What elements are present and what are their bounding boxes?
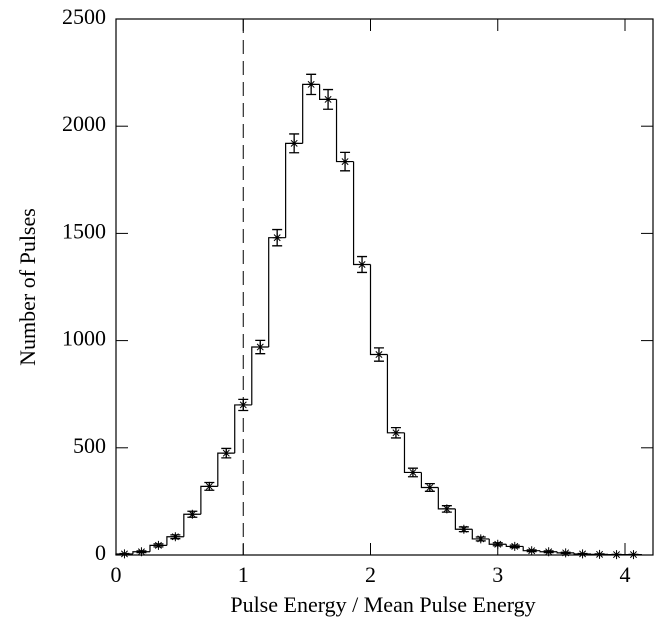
data-point — [136, 547, 146, 557]
data-point — [408, 467, 418, 477]
data-point — [170, 532, 180, 542]
data-point — [578, 549, 588, 559]
data-point — [442, 504, 452, 514]
x-tick-label: 0 — [111, 562, 122, 587]
x-tick-label: 2 — [365, 562, 376, 587]
y-tick-label: 0 — [95, 540, 106, 565]
data-point — [323, 94, 333, 104]
data-point — [459, 524, 469, 534]
data-point — [561, 548, 571, 558]
histogram-step — [251, 346, 269, 405]
data-point — [391, 428, 401, 438]
y-tick-label: 1500 — [62, 218, 106, 243]
y-tick-label: 1000 — [62, 326, 106, 351]
histogram-step — [352, 161, 371, 266]
histogram-step — [369, 264, 388, 356]
data-point — [204, 481, 214, 491]
data-point — [527, 546, 537, 556]
data-point — [357, 259, 367, 269]
data-point — [476, 534, 486, 544]
data-point — [255, 342, 265, 352]
plot-frame — [115, 18, 654, 556]
y-axis-label: Number of Pulses — [15, 208, 40, 366]
data-point — [628, 550, 638, 560]
data-point — [544, 547, 554, 557]
data-point — [306, 79, 316, 89]
y-tick-label: 2000 — [62, 111, 106, 136]
data-point — [612, 550, 622, 560]
data-point — [493, 539, 503, 549]
histogram-step — [386, 354, 405, 434]
data-point — [340, 157, 350, 167]
histogram-step — [268, 237, 286, 348]
x-tick-label: 3 — [492, 562, 503, 587]
x-tick-label: 4 — [620, 562, 631, 587]
y-tick-label: 500 — [73, 433, 106, 458]
data-point — [119, 549, 129, 559]
data-point — [289, 138, 299, 148]
x-axis-label: Pulse Energy / Mean Pulse Energy — [230, 592, 535, 617]
data-point — [221, 448, 231, 458]
data-point — [187, 509, 197, 519]
data-point — [153, 540, 163, 550]
histogram-step — [403, 432, 422, 474]
y-tick-label: 2500 — [62, 4, 106, 29]
data-point — [238, 400, 248, 410]
data-point — [595, 549, 605, 559]
data-point — [510, 541, 520, 551]
histogram-step — [285, 142, 303, 238]
data-point — [272, 233, 282, 243]
data-point — [425, 482, 435, 492]
data-point — [374, 350, 384, 360]
x-tick-label: 1 — [238, 562, 249, 587]
